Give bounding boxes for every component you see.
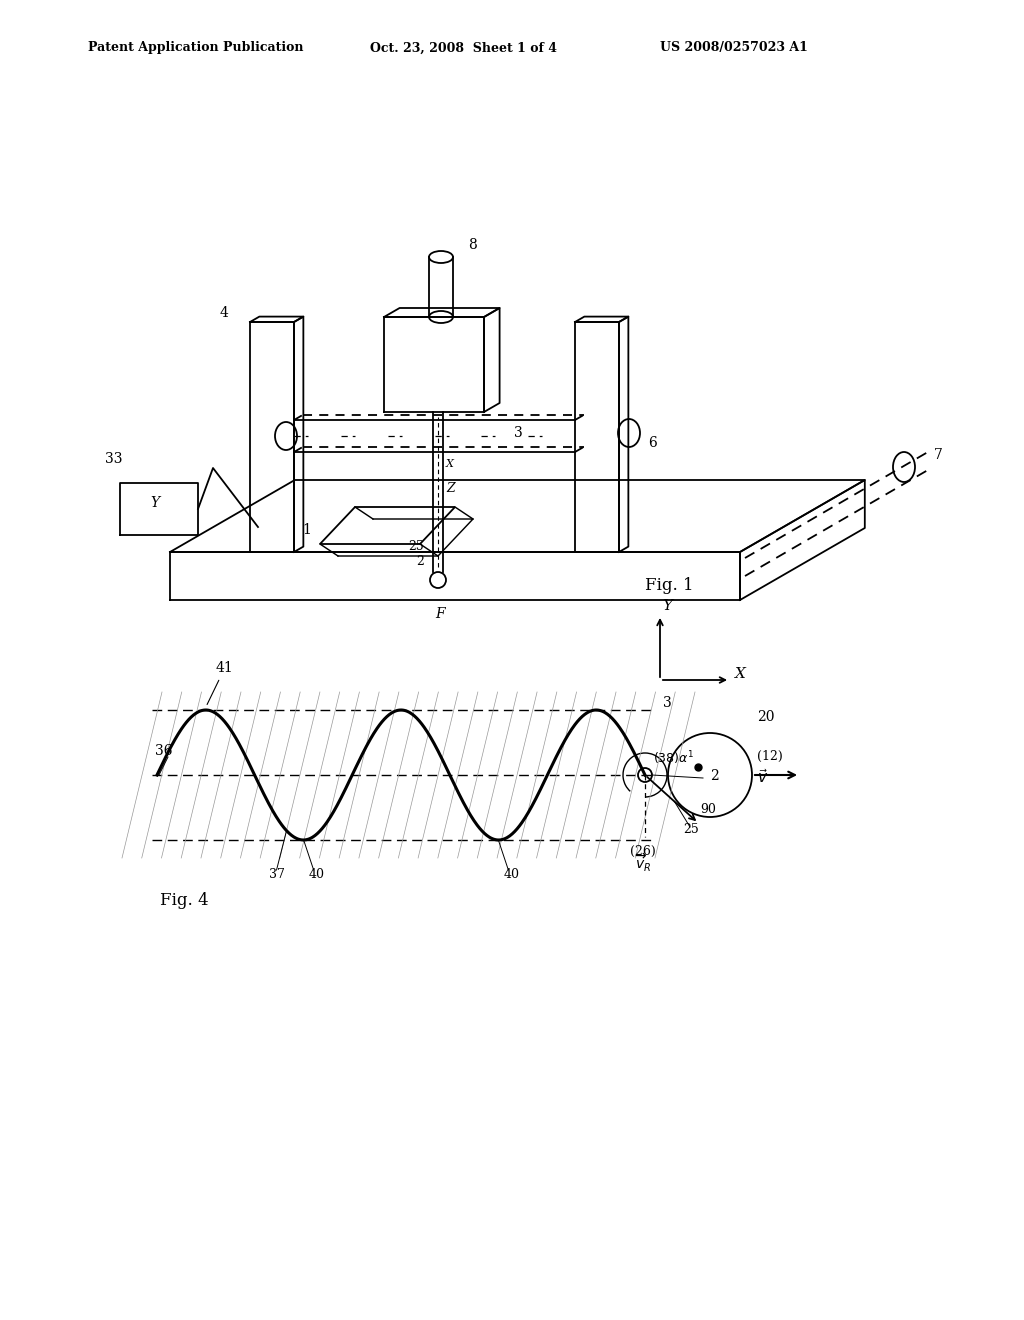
Text: Fig. 1: Fig. 1 bbox=[645, 577, 693, 594]
Text: Oct. 23, 2008  Sheet 1 of 4: Oct. 23, 2008 Sheet 1 of 4 bbox=[370, 41, 557, 54]
Text: 41: 41 bbox=[207, 661, 233, 705]
Text: 25: 25 bbox=[408, 540, 424, 553]
Text: 40: 40 bbox=[308, 869, 325, 880]
Text: 25: 25 bbox=[683, 822, 698, 836]
Text: $\overrightarrow{v}_R$: $\overrightarrow{v}_R$ bbox=[635, 853, 651, 874]
Text: 37: 37 bbox=[268, 869, 285, 880]
Text: 20: 20 bbox=[757, 710, 774, 723]
Text: X: X bbox=[446, 459, 454, 469]
Text: Fig. 4: Fig. 4 bbox=[160, 892, 209, 909]
Text: 90: 90 bbox=[700, 803, 716, 816]
Text: Z: Z bbox=[446, 482, 455, 495]
Text: X: X bbox=[735, 667, 745, 681]
Text: Patent Application Publication: Patent Application Publication bbox=[88, 41, 303, 54]
Text: 6: 6 bbox=[648, 436, 656, 450]
Text: Y: Y bbox=[662, 599, 672, 612]
Text: 3: 3 bbox=[514, 426, 522, 440]
Text: Y: Y bbox=[150, 496, 159, 510]
Text: $(38)\alpha^1$: $(38)\alpha^1$ bbox=[653, 750, 694, 767]
Text: 40: 40 bbox=[504, 869, 519, 880]
Text: 1: 1 bbox=[302, 523, 311, 537]
Text: 4: 4 bbox=[220, 306, 229, 319]
Text: F: F bbox=[435, 607, 444, 620]
Text: $\vec{v}$: $\vec{v}$ bbox=[757, 768, 768, 785]
Text: 8: 8 bbox=[469, 238, 477, 252]
Text: (12): (12) bbox=[757, 750, 782, 763]
Text: 7: 7 bbox=[934, 447, 943, 462]
Text: (26): (26) bbox=[630, 845, 655, 858]
Text: 3: 3 bbox=[663, 696, 672, 710]
Text: 2: 2 bbox=[416, 554, 424, 568]
Text: US 2008/0257023 A1: US 2008/0257023 A1 bbox=[660, 41, 808, 54]
Circle shape bbox=[638, 768, 652, 781]
Text: 33: 33 bbox=[105, 451, 123, 466]
Text: 2: 2 bbox=[710, 770, 719, 783]
Text: 36: 36 bbox=[155, 744, 172, 758]
